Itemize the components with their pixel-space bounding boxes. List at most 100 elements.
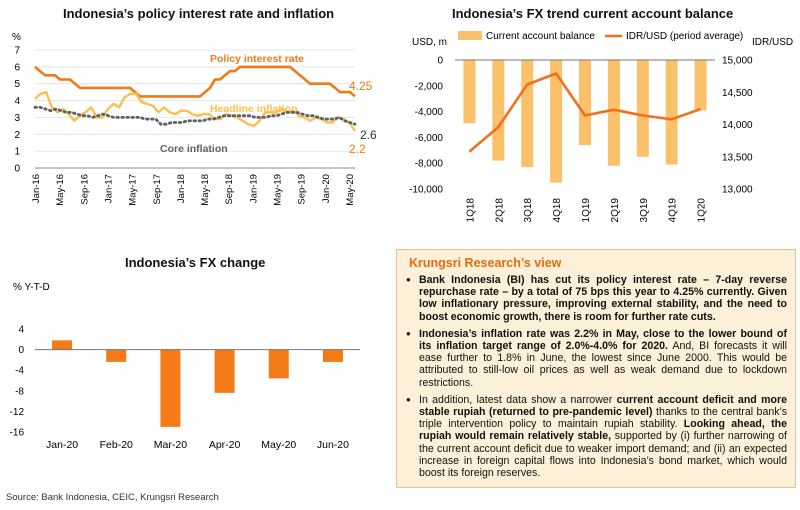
legend-label: IDR/USD (period average) [626,31,743,42]
bullet-text: And, BI forecasts it will ease further t… [419,340,787,389]
bar-fx-change [52,340,73,350]
x-tick-label: Mar-20 [154,439,187,451]
fx-cab-chart-title: Indonesia’s FX trend current account bal… [452,6,734,21]
end-value-label: 2.2 [349,142,366,156]
research-view-bullet: Bank Indonesia (BI) has cut its policy i… [406,274,787,323]
series-line-idr-usd [468,72,702,153]
rates-chart-title: Indonesia’s policy interest rate and inf… [63,6,335,21]
x-tick-label: Sep-19 [297,174,308,205]
y-tick-label: 6 [14,62,20,73]
y-tick-label: 4 [18,325,24,336]
bar-current-account [607,60,620,166]
x-tick-label: Feb-20 [100,439,133,451]
y-tick-label: 1 [14,147,20,158]
x-tick-label: Jan-20 [46,439,78,451]
x-tick-label: 2Q18 [494,198,505,223]
y-axis-unit: % Y-T-D [13,282,50,293]
x-tick-label: Sep-16 [79,174,90,205]
x-tick-label: 1Q19 [581,198,592,223]
y-tick-label: 7 [14,46,20,57]
x-tick-label: 1Q20 [697,198,708,223]
rates-inflation-svg: % 0 1 2 3 4 5 6 7 Jan-16 May-16 Sep-16 Jan-17 May-17 S… [12,32,377,206]
bullet-text: current account deficit and more stable … [419,393,788,419]
fx-cab-svg: USD, m IDR/USD 0 -2,000 -4,000 -6,000 -8,000 -1… [409,31,793,223]
x-tick-label: May-16 [55,174,66,206]
left-axis-unit: USD, m [412,37,447,48]
bar-current-account [665,60,678,165]
research-view-heading: Krungsri Research’s view [409,256,562,270]
bar-current-account [492,60,505,161]
x-tick-label: May-17 [128,174,139,206]
bar-fx-change [214,349,235,393]
y-axis-unit: % [12,32,21,43]
y-tick-label: -16 [10,428,25,439]
x-tick-label: Jan-20 [321,174,332,203]
fx-change-chart: % Y-T-D 4 0 -4 -8 -12 -16 Jan-20 Feb-20 Mar-20 Apr… [0,250,395,490]
series-label: Headline inflation [210,103,298,115]
bar-current-account [579,60,591,146]
y-tick-label: -8 [15,386,24,397]
y-tick-label: 0 [18,345,24,356]
bar-current-account [463,60,476,124]
research-view-bullet: Indonesia’s inflation rate was 2.2% in M… [406,327,787,389]
right-y-tick-label: 15,000 [722,56,753,67]
x-tick-label: May-20 [345,174,356,206]
research-view-box: Krungsri Research’s view Bank Indonesia … [396,249,796,488]
bar-fx-change [268,349,289,379]
bullet-text: Indonesia’s inflation rate was 2.2% in M… [419,327,787,353]
research-view-bullets: Bank Indonesia (BI) has cut its policy i… [405,274,787,479]
y-tick-label: -4 [15,366,24,377]
end-value-label: 2.6 [360,128,377,142]
bar-fx-change [106,349,127,362]
y-tick-label: 3 [14,113,20,124]
x-tick-label: Jan-17 [103,174,114,203]
y-tick-label: 0 [14,164,20,175]
series-label: Core inflation [160,143,228,155]
series-line-policy-rate [34,65,356,98]
rates-inflation-chart: % 0 1 2 3 4 5 6 7 Jan-16 May-16 Sep-16 Jan-17 May-17 S… [0,0,395,240]
x-tick-label: Jan-18 [176,174,187,203]
x-tick-label: 2Q19 [610,198,621,223]
x-tick-label: 4Q18 [552,198,563,223]
x-tick-label: Jan-19 [248,174,259,203]
left-y-tick-label: -6,000 [415,133,444,144]
bar-current-account [694,60,707,111]
bar-current-account [521,60,534,168]
bar-current-account [550,60,563,183]
legend-label: Current account balance [486,31,595,42]
right-y-tick-label: 14,500 [722,88,753,99]
bullet-text: thanks to the central bank’s triple inte… [419,406,787,431]
right-y-tick-label: 13,000 [722,185,753,196]
right-y-tick-label: 14,000 [722,120,753,131]
x-tick-label: Apr-20 [209,439,241,451]
y-tick-label: 2 [14,130,20,141]
x-tick-label: May-19 [273,174,284,206]
left-y-tick-label: -2,000 [415,81,444,92]
fx-change-chart-title: Indonesia’s FX change [125,255,266,270]
left-y-tick-label: -10,000 [409,185,443,196]
y-tick-label: 5 [14,79,20,90]
y-tick-label: -12 [10,407,25,418]
x-tick-label: Sep-17 [152,174,163,205]
x-tick-label: Jan-16 [31,174,42,203]
bar-fx-change [322,349,343,362]
x-tick-label: 3Q19 [639,198,650,223]
x-tick-label: May-20 [261,439,296,451]
bar-fx-change [160,349,181,427]
source-note: Source: Bank Indonesia, CEIC, Krungsri R… [6,492,219,503]
right-axis-unit: IDR/USD [752,37,793,48]
bullet-text: In addition, latest data show a narrower [419,393,617,406]
left-y-tick-label: 0 [437,56,443,67]
series-label: Policy interest rate [210,53,304,65]
x-tick-label: Sep-18 [224,174,235,205]
series-line-headline-inflation [34,90,356,132]
bullet-text: Looking ahead, the rupiah would remain r… [419,418,787,443]
x-tick-label: May-18 [200,174,211,206]
x-tick-label: 3Q18 [523,198,534,223]
left-y-tick-label: -8,000 [415,159,444,170]
x-tick-label: 4Q19 [668,198,679,223]
x-tick-label: Jun-20 [317,439,349,451]
x-tick-label: 1Q18 [465,198,476,223]
left-y-tick-label: -4,000 [415,107,444,118]
bullet-text: supported by (i) further narrowing of th… [419,430,787,480]
